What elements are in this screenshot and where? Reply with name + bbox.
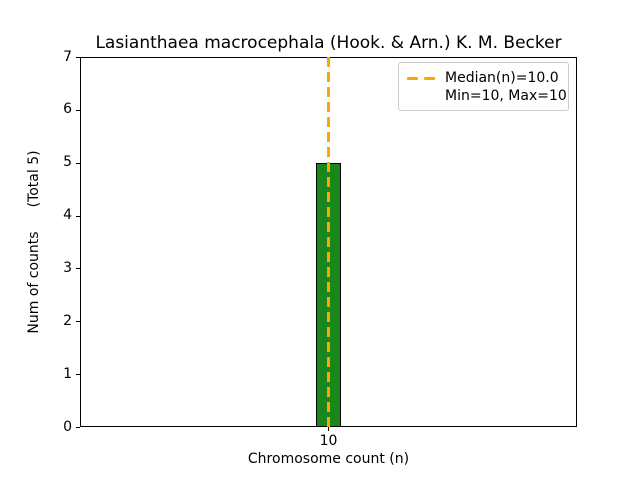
- y-tick-mark: [76, 427, 80, 428]
- y-tick-label: 3: [63, 259, 72, 276]
- y-tick-label: 4: [63, 207, 72, 224]
- y-axis-total-text: (Total 5): [26, 150, 42, 208]
- x-axis-label: Chromosome count (n): [247, 451, 410, 467]
- y-axis-label: Num of counts (Total 5): [24, 76, 44, 408]
- y-tick-label: 2: [63, 312, 72, 329]
- y-axis-label-text: Num of counts: [26, 231, 42, 334]
- y-tick-mark: [76, 216, 80, 217]
- x-tick-mark: [328, 427, 329, 431]
- median-line: [327, 57, 330, 427]
- y-tick-mark: [76, 110, 80, 111]
- y-tick-mark: [76, 57, 80, 58]
- legend-row-median: Median(n)=10.0: [407, 69, 560, 87]
- y-tick-label: 5: [63, 154, 72, 171]
- y-tick-mark: [76, 374, 80, 375]
- y-tick-mark: [76, 321, 80, 322]
- y-tick-label: 1: [63, 365, 72, 382]
- y-tick-label: 0: [63, 418, 72, 435]
- legend-label-median: Median(n)=10.0: [445, 69, 559, 86]
- x-tick-label: 10: [319, 433, 338, 449]
- chart-title: Lasianthaea macrocephala (Hook. & Arn.) …: [95, 33, 562, 53]
- y-tick-mark: [76, 163, 80, 164]
- y-tick-mark: [76, 268, 80, 269]
- legend-row-minmax: Min=10, Max=10: [407, 87, 567, 105]
- legend-label-minmax: Min=10, Max=10: [445, 87, 567, 104]
- y-tick-label: 6: [63, 101, 72, 118]
- dash-segment: [424, 76, 435, 80]
- y-tick-label: 7: [63, 48, 72, 65]
- legend: Median(n)=10.0 Min=10, Max=10: [398, 62, 569, 111]
- dash-segment: [407, 76, 418, 80]
- dashed-line-icon: [407, 76, 435, 80]
